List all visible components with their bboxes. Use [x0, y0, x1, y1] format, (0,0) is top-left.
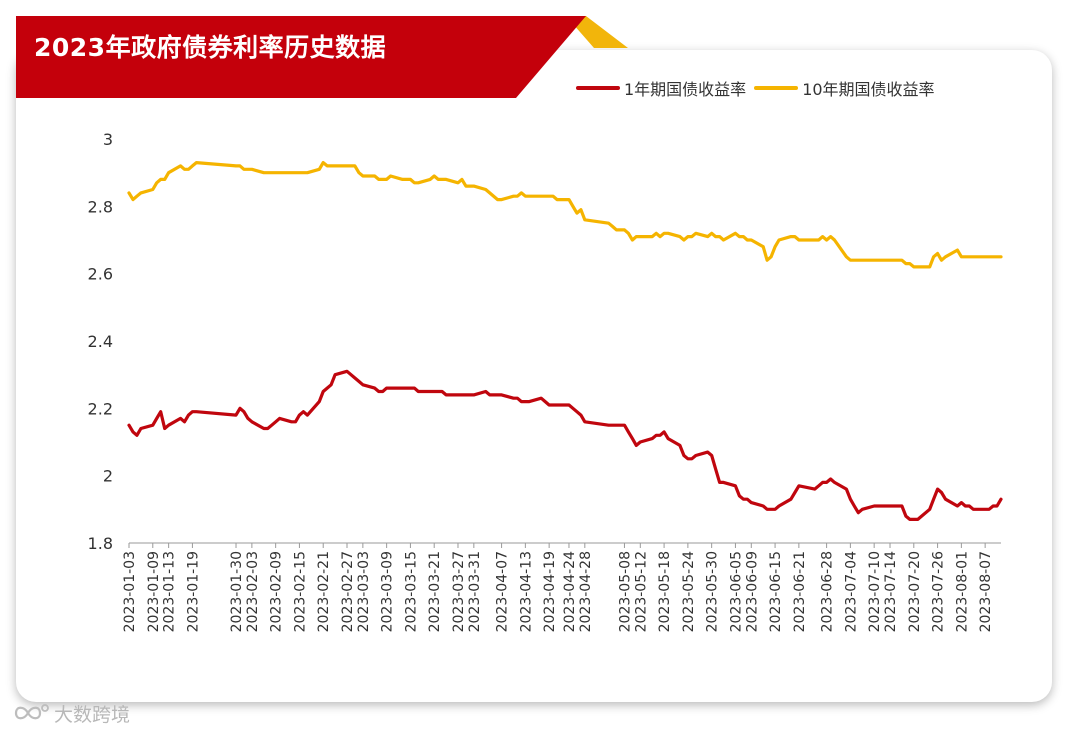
- title-accent-shape: [566, 16, 628, 48]
- legend-item-10y: 10年期国债收益率: [754, 76, 935, 100]
- watermark-text: 大数跨境: [54, 703, 131, 726]
- x-tick-label: 2023-07-26: [931, 551, 947, 632]
- x-tick-label: 2023-04-28: [578, 551, 594, 632]
- y-tick-label: 2.6: [88, 265, 113, 284]
- x-tick-label: 2023-05-24: [681, 551, 697, 632]
- x-tick-label: 2023-03-15: [403, 551, 419, 632]
- series-line-1y: [127, 369, 1003, 521]
- x-tick-label: 2023-03-03: [356, 551, 372, 632]
- watermark: 大数跨境: [10, 700, 130, 726]
- x-tick-label: 2023-06-09: [744, 551, 760, 632]
- x-tick-label: 2023-02-09: [269, 551, 285, 632]
- x-tick-label: 2023-02-27: [340, 551, 356, 632]
- x-tick-label: 2023-06-28: [820, 551, 836, 632]
- x-tick-label: 2023-04-13: [518, 551, 534, 632]
- y-tick-label: 2.4: [88, 332, 113, 351]
- x-tick-label: 2023-03-09: [380, 551, 396, 632]
- x-tick-label: 2023-01-19: [185, 551, 201, 632]
- y-tick-label: 2: [103, 467, 113, 486]
- x-tick-label: 2023-05-18: [657, 551, 673, 632]
- x-tick-label: 2023-08-01: [954, 551, 970, 632]
- x-tick-label: 2023-01-09: [146, 551, 162, 632]
- series-line-10y: [127, 161, 1003, 269]
- x-tick-label: 2023-01-03: [122, 551, 138, 632]
- x-tick-label: 2023-07-20: [907, 551, 923, 632]
- legend-label-10y: 10年期国债收益率: [802, 80, 935, 99]
- y-tick-label: 1.8: [88, 534, 113, 553]
- chart-card: [16, 50, 1052, 702]
- x-tick-label: 2023-07-04: [843, 551, 859, 632]
- y-tick-label: 2.2: [88, 399, 113, 418]
- title-banner-shape: [16, 16, 586, 98]
- x-tick-label: 2023-06-05: [728, 551, 744, 632]
- x-tick-label: 2023-03-27: [451, 551, 467, 632]
- x-tick-label: 2023-08-07: [978, 551, 994, 632]
- x-tick-label: 2023-06-15: [768, 551, 784, 632]
- legend-item-1y: 1年期国债收益率: [576, 76, 746, 100]
- x-tick-label: 2023-07-14: [883, 551, 899, 632]
- x-tick-label: 2023-04-07: [495, 551, 511, 632]
- y-tick-label: 2.8: [88, 197, 113, 216]
- x-tick-label: 2023-03-21: [427, 551, 443, 632]
- legend-swatch-1y: [576, 86, 620, 90]
- legend-label-1y: 1年期国债收益率: [624, 80, 747, 99]
- x-tick-label: 2023-04-24: [562, 551, 578, 632]
- chart-legend: 1年期国债收益率 10年期国债收益率: [576, 76, 943, 100]
- x-tick-label: 2023-02-15: [292, 551, 308, 632]
- x-tick-label: 2023-06-21: [792, 551, 808, 632]
- x-tick-label: 2023-07-10: [867, 551, 883, 632]
- y-tick-label: 3: [103, 130, 113, 149]
- x-tick-label: 2023-02-03: [245, 551, 261, 632]
- infinity-logo-icon: [14, 704, 49, 720]
- x-tick-label: 2023-03-31: [467, 551, 483, 632]
- chart-title: 2023年政府债券利率历史数据: [34, 33, 387, 62]
- x-tick-label: 2023-02-21: [316, 551, 332, 632]
- x-tick-label: 2023-01-13: [162, 551, 178, 632]
- legend-swatch-10y: [754, 86, 799, 90]
- x-tick-label: 2023-04-19: [542, 551, 558, 632]
- x-tick-label: 2023-05-12: [633, 551, 649, 632]
- title-banner: [16, 16, 628, 98]
- x-tick-label: 2023-05-08: [617, 551, 633, 632]
- x-tick-label: 2023-05-30: [705, 551, 721, 632]
- x-tick-label: 2023-01-30: [229, 551, 245, 632]
